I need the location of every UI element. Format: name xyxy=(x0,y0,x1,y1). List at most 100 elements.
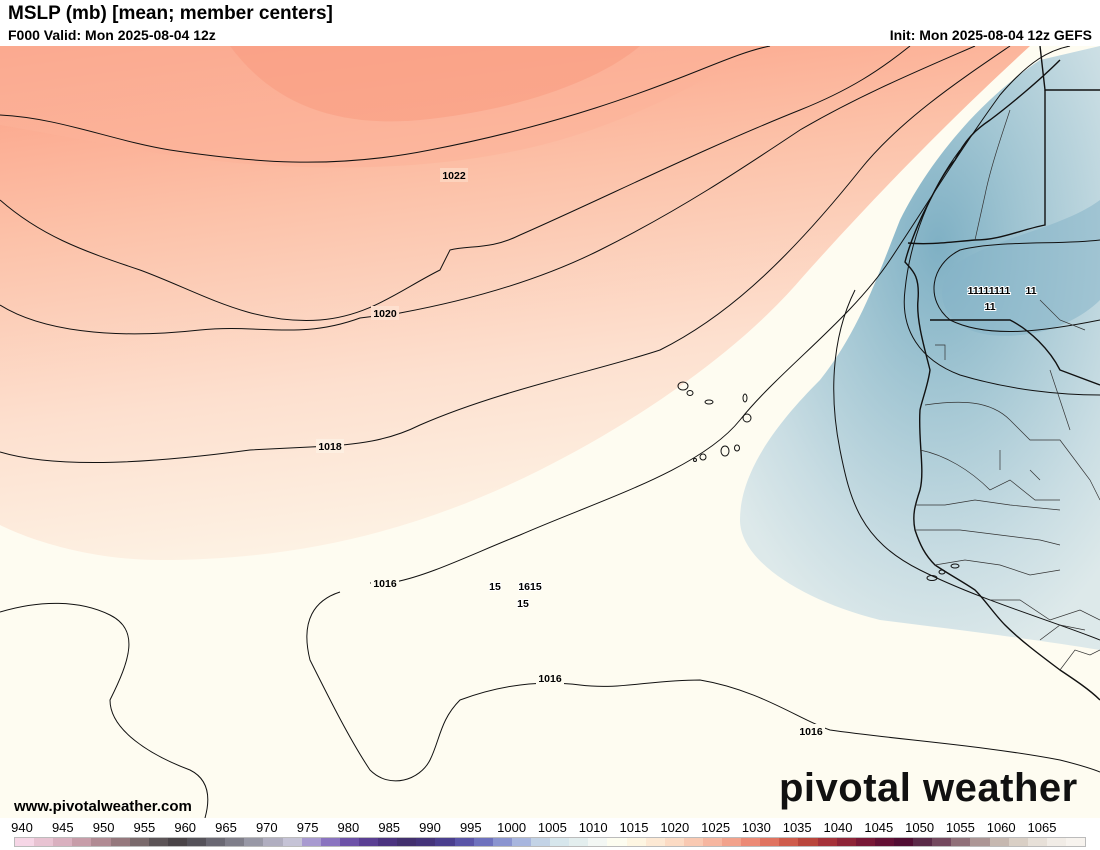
colorbar-tick-label: 970 xyxy=(255,820,278,835)
border-9 xyxy=(1059,649,1100,671)
colorbar-swatch xyxy=(951,838,971,846)
colorbar-swatch xyxy=(72,838,92,846)
colorbar-tick-label: 980 xyxy=(337,820,360,835)
border-10 xyxy=(1049,369,1071,431)
colorbar-swatch xyxy=(15,838,35,846)
island-8 xyxy=(699,453,707,461)
low-center-east: 11 xyxy=(1025,285,1036,297)
colorbar-swatch xyxy=(378,838,398,846)
colorbar-tick-label: 1035 xyxy=(782,820,812,835)
label-bg-1022 xyxy=(440,168,468,182)
colorbar-tick-label: 955 xyxy=(133,820,156,835)
border-3 xyxy=(919,449,1060,501)
colorbar-swatch xyxy=(91,838,111,846)
island-2 xyxy=(686,390,694,396)
colorbar-swatch xyxy=(894,838,914,846)
islet-3 xyxy=(950,563,960,569)
colorbar-tick-label: 1015 xyxy=(619,820,649,835)
colorbar-swatch xyxy=(110,838,130,846)
island-4 xyxy=(742,393,748,403)
colorbar-swatch xyxy=(569,838,589,846)
label-bg-1018 xyxy=(316,439,344,453)
colorbar-swatch xyxy=(435,838,455,846)
colorbar-tick-label: 940 xyxy=(11,820,33,835)
border-2 xyxy=(924,401,1076,461)
isobar-label-1016-c: 1016 xyxy=(799,726,823,738)
isobar-1020 xyxy=(0,46,976,335)
africa-coast xyxy=(904,59,1100,701)
colorbar-tick-label: 1045 xyxy=(864,820,894,835)
colorbar-tick-label: 1050 xyxy=(905,820,935,835)
islet-1 xyxy=(926,575,938,581)
colorbar-swatch xyxy=(779,838,799,846)
colorbar-swatch xyxy=(874,838,895,846)
colorbar-swatch xyxy=(989,838,1009,846)
colorbar-tick-label: 1020 xyxy=(660,820,690,835)
high-center-west: 15 xyxy=(489,581,501,593)
member-centers: 11111111 11 11 15 1615 15 xyxy=(488,284,1038,611)
high-pressure-shading xyxy=(0,46,1030,560)
colorbar-swatch xyxy=(970,838,990,846)
colorbar-tick-label: 950 xyxy=(92,820,115,835)
init-time: Init: Mon 2025-08-04 12z GEFS xyxy=(889,27,1092,43)
colorbar-swatch xyxy=(932,838,952,846)
isobar-1018 xyxy=(0,46,1011,464)
colorbar-swatch xyxy=(1046,838,1067,846)
colorbar-tick-label: 1030 xyxy=(741,820,771,835)
colorbar-swatch xyxy=(454,838,474,846)
colorbar-swatch xyxy=(282,838,302,846)
colorbar-tick-label: 1010 xyxy=(578,820,608,835)
colorbar-swatch xyxy=(511,838,531,846)
colorbar-swatch xyxy=(53,838,73,846)
island-9 xyxy=(693,458,697,462)
colorbar-tick-label: 1040 xyxy=(823,820,853,835)
border-15 xyxy=(1029,469,1041,481)
colorbar-swatch xyxy=(664,838,684,846)
coastal-islands xyxy=(926,563,960,581)
colorbar-tick-label: 990 xyxy=(419,820,441,835)
label-bg-1016-c xyxy=(797,724,825,738)
isobar-label-1018: 1018 xyxy=(318,441,342,453)
high-center-south: 15 xyxy=(517,598,529,610)
high-core-inner xyxy=(230,46,640,122)
map-title: MSLP (mb) [mean; member centers] xyxy=(8,3,333,24)
colorbar-swatch xyxy=(416,838,436,846)
colorbar-tick-label: 985 xyxy=(378,820,401,835)
border-13 xyxy=(1039,299,1086,331)
colorbar-tick-label: 1005 xyxy=(537,820,567,835)
pressure-map[interactable]: 1022 1020 1018 1016 1016 1016 11111111 1… xyxy=(0,46,1100,818)
colorbar-swatch xyxy=(492,838,512,846)
isobar-label-1016-b: 1016 xyxy=(538,673,562,685)
coastline xyxy=(904,46,1100,701)
colorbar-swatch xyxy=(244,838,264,846)
colorbar-swatch xyxy=(607,838,627,846)
colorbar-tick-label: 1065 xyxy=(1027,820,1057,835)
isobar-1024 xyxy=(0,46,771,163)
colorbar-swatch xyxy=(760,838,780,846)
colorbar-swatch xyxy=(530,838,551,846)
low-center-cluster: 11111111 xyxy=(968,285,1011,297)
border-12 xyxy=(935,344,946,360)
colorbar-tick-label: 1000 xyxy=(497,820,527,835)
isobar-1014 xyxy=(833,289,1100,641)
header: MSLP (mb) [mean; member centers] F000 Va… xyxy=(0,0,1100,46)
colorbar-swatch xyxy=(148,838,168,846)
colorbar-swatch xyxy=(913,838,933,846)
island-5 xyxy=(742,413,752,423)
cape-verde-islands xyxy=(677,381,752,462)
colorbar-swatch xyxy=(1066,838,1086,846)
colorbar-swatch xyxy=(263,838,283,846)
colorbar-tick-label: 1025 xyxy=(701,820,731,835)
valid-time: F000 Valid: Mon 2025-08-04 12z xyxy=(8,27,216,43)
colorbar-swatch xyxy=(855,838,875,846)
island-6 xyxy=(720,445,730,457)
isobar-label-1022: 1022 xyxy=(442,170,466,182)
isobar-label-1016-a: 1016 xyxy=(373,578,397,590)
colorbar-swatch xyxy=(397,838,417,846)
border-6 xyxy=(934,559,1061,576)
border-11 xyxy=(1074,459,1100,501)
isobar-label-1020: 1020 xyxy=(373,308,397,320)
colorbar-swatch xyxy=(645,838,665,846)
colorbar-swatch xyxy=(473,838,493,846)
high-center-cluster: 1615 xyxy=(518,581,542,593)
